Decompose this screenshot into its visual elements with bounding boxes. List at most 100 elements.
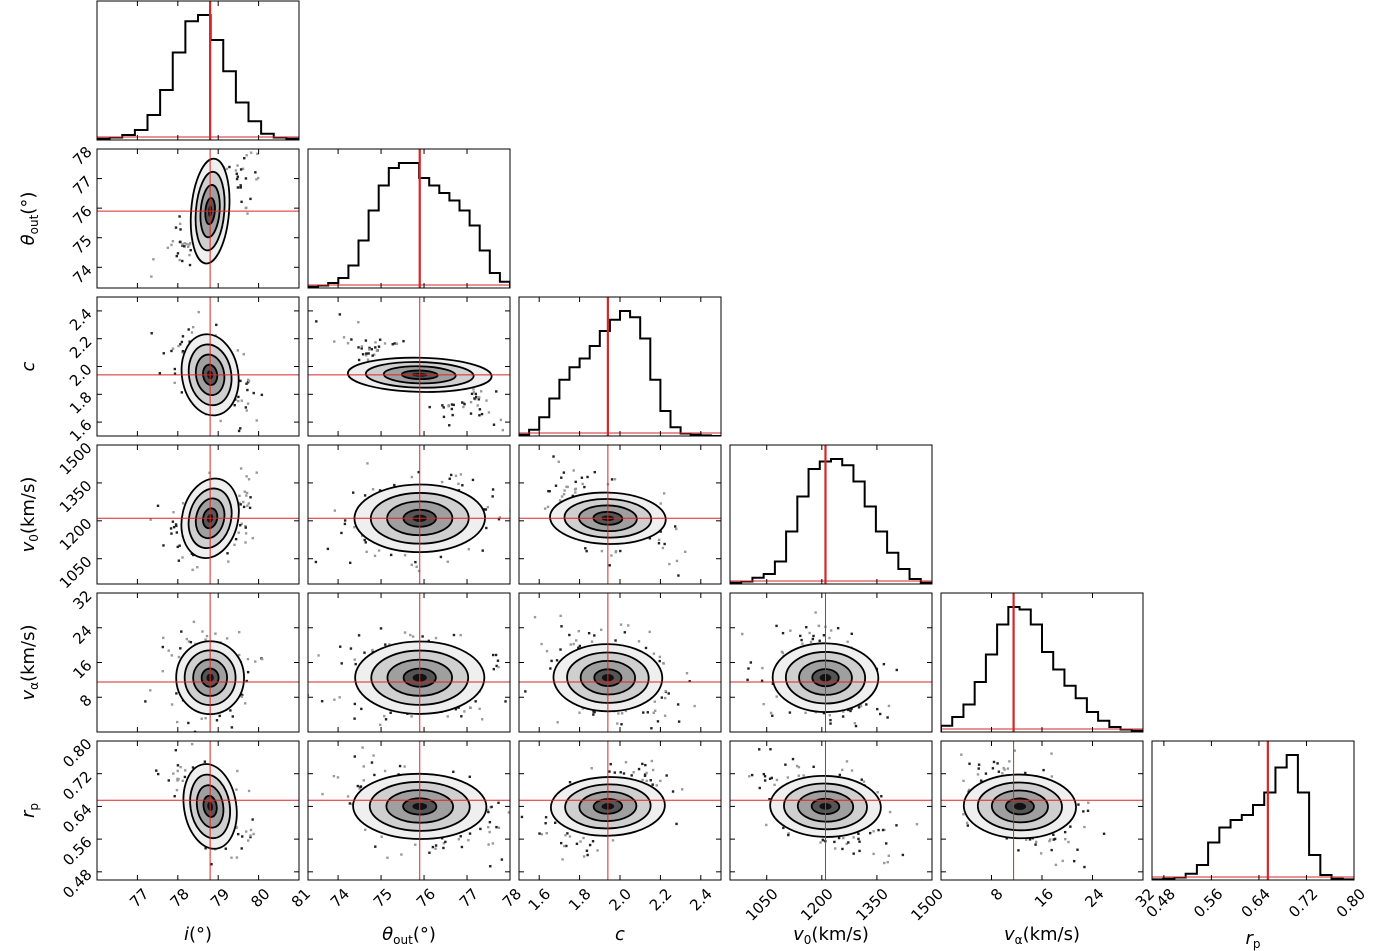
scatter-points (520, 759, 684, 861)
panel-v_alpha-i (96, 592, 300, 733)
panel-r_p-v_alpha (940, 740, 1144, 881)
histogram-v0 (730, 458, 932, 584)
contour-4 (769, 774, 882, 838)
y-tick-label-r_p: 0.64 (59, 800, 95, 836)
y-tick-label-v0: 1050 (56, 553, 96, 593)
x-tick-label-theta_out: 77 (456, 885, 482, 911)
y-tick-label-v0: 1200 (56, 515, 96, 555)
histogram-r_p (1152, 754, 1354, 880)
panel-frame (96, 0, 300, 141)
y-tick-label-v0: 1500 (56, 439, 96, 479)
panel-r_p-i (96, 740, 300, 881)
x-tick-label-v0: 1500 (907, 885, 947, 925)
y-tick-label-c: 2.2 (66, 333, 96, 363)
x-tick-label-i: 79 (207, 885, 233, 911)
panel-c-theta_out (307, 296, 511, 437)
x-tick-label-r_p: 0.80 (1333, 885, 1369, 921)
x-tick-label-c: 2.4 (686, 885, 716, 915)
panel-v_alpha-c (518, 592, 722, 733)
panel-r_p-c (518, 740, 722, 881)
panel-frame (307, 740, 511, 881)
panel-frame (307, 444, 511, 585)
y-tick-label-c: 2.0 (66, 360, 96, 390)
x-tick-label-r_p: 0.56 (1190, 885, 1226, 921)
y-tick-label-r_p: 0.72 (59, 768, 95, 804)
contour-4 (549, 776, 666, 837)
contour-1 (202, 363, 219, 386)
x-tick-label-i: 78 (167, 885, 193, 911)
scatter-points (150, 151, 260, 278)
panel-theta_out-i (96, 148, 300, 289)
x-tick-label-v_alpha: 24 (1081, 885, 1107, 911)
histogram-i (97, 14, 299, 140)
panel-r_p-r_p (1151, 740, 1355, 881)
histogram-theta_out (308, 162, 510, 288)
x-tick-label-c: 2.2 (646, 885, 676, 915)
y-tick-label-v_alpha: 16 (69, 656, 95, 682)
contour-4 (180, 333, 240, 417)
x-tick-label-i: 77 (126, 885, 152, 911)
x-tick-label-c: 1.8 (565, 885, 595, 915)
y-tick-label-r_p: 0.56 (59, 833, 95, 869)
y-tick-label-r_p: 0.80 (59, 735, 95, 771)
y-tick-label-r_p: 0.48 (59, 866, 95, 902)
contour-4 (182, 763, 238, 850)
x-tick-label-r_p: 0.64 (1238, 885, 1274, 921)
panel-frame (1151, 740, 1355, 881)
x-tick-label-c: 1.6 (525, 885, 555, 915)
contour-2 (195, 784, 225, 829)
contour-4 (962, 773, 1077, 840)
panel-v0-i (96, 444, 300, 585)
y-tick-label-theta_out: 74 (69, 261, 95, 287)
panel-c-c (518, 296, 722, 437)
x-tick-label-r_p: 0.72 (1285, 885, 1321, 921)
contour-4 (180, 477, 240, 559)
contour-4 (189, 157, 231, 265)
x-tick-label-i: 80 (247, 885, 273, 911)
x-axis-label-r_p: rp (1245, 928, 1260, 951)
y-tick-label-theta_out: 77 (69, 172, 95, 198)
y-axis-label-v0: v0(km/s) (18, 477, 41, 553)
x-axis-label-v_alpha: vα(km/s) (1004, 924, 1080, 947)
x-tick-label-theta_out: 75 (370, 885, 396, 911)
x-axis-label-theta_out: θout(°) (382, 924, 436, 947)
y-tick-label-theta_out: 75 (69, 232, 95, 258)
panel-theta_out-theta_out (307, 148, 511, 289)
x-tick-label-theta_out: 78 (499, 885, 525, 911)
panel-v_alpha-v_alpha (940, 592, 1144, 733)
panel-frame (940, 592, 1144, 733)
x-tick-label-theta_out: 76 (413, 885, 439, 911)
x-tick-label-v_alpha: 16 (1031, 885, 1057, 911)
x-tick-label-c: 2.0 (605, 885, 635, 915)
x-tick-label-v0: 1050 (742, 885, 782, 925)
y-axis-label-r_p: rp (18, 803, 41, 818)
contour-2 (194, 497, 226, 540)
panel-v0-v0 (729, 444, 933, 585)
contour-4 (549, 491, 667, 545)
y-axis-label-theta_out: θout(°) (18, 192, 41, 246)
contour-3 (976, 781, 1063, 832)
panel-i-i (96, 0, 300, 141)
histogram-v_alpha (941, 606, 1143, 732)
contour-3 (563, 498, 653, 539)
x-tick-label-i: 81 (288, 885, 314, 911)
panel-frame (729, 444, 933, 585)
histogram-c (519, 310, 721, 436)
panel-v0-theta_out (307, 444, 511, 585)
contour-2 (199, 184, 221, 239)
y-tick-label-c: 1.8 (66, 388, 96, 418)
y-tick-label-theta_out: 76 (69, 202, 95, 228)
y-tick-label-theta_out: 78 (69, 143, 95, 169)
y-tick-label-v_alpha: 32 (69, 587, 95, 613)
contour-1 (202, 507, 219, 530)
contour-1 (1004, 797, 1035, 816)
contour-3 (564, 783, 652, 830)
contour-3 (187, 487, 233, 550)
contour-4 (552, 643, 664, 713)
panel-v_alpha-theta_out (307, 592, 511, 733)
x-tick-label-v0: 1350 (852, 885, 892, 925)
panel-frame (96, 148, 300, 289)
x-tick-label-v0: 1200 (797, 885, 837, 925)
scatter-points (315, 313, 504, 432)
